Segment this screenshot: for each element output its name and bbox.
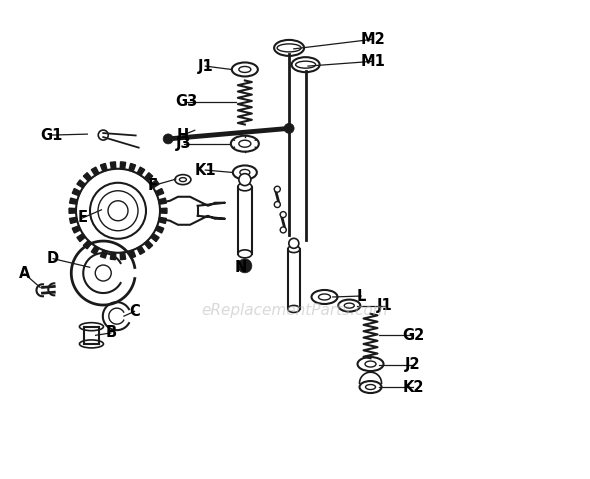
Text: F: F [148,178,157,194]
Polygon shape [159,217,166,223]
Polygon shape [91,167,99,175]
Text: A: A [19,266,31,282]
Text: D: D [47,251,59,266]
Circle shape [280,227,286,233]
Text: H: H [177,127,189,143]
Polygon shape [155,226,164,233]
Polygon shape [159,198,166,204]
Text: J2: J2 [405,357,421,373]
Circle shape [238,259,252,273]
Text: J1: J1 [198,58,213,74]
Text: G3: G3 [175,94,198,109]
Circle shape [163,134,173,144]
Text: G1: G1 [41,127,63,143]
Polygon shape [150,180,159,188]
Polygon shape [77,180,86,188]
Polygon shape [110,162,116,169]
Polygon shape [150,234,159,241]
Polygon shape [100,250,107,258]
Polygon shape [91,246,99,254]
Polygon shape [145,240,153,249]
Text: C: C [129,304,140,319]
Polygon shape [100,163,107,171]
Polygon shape [120,252,126,260]
Polygon shape [72,189,81,196]
Circle shape [274,186,280,192]
Text: N: N [235,260,247,275]
Text: L: L [356,288,366,304]
Polygon shape [137,167,145,175]
Polygon shape [160,208,167,213]
Polygon shape [77,234,86,241]
Polygon shape [70,217,77,223]
Text: M2: M2 [360,32,385,47]
Polygon shape [72,226,81,233]
Circle shape [274,202,280,207]
Text: J3: J3 [176,136,192,151]
Text: J1: J1 [377,298,392,313]
Text: eReplacementParts.com: eReplacementParts.com [202,303,388,318]
Text: B: B [106,325,116,341]
Text: E: E [78,210,87,226]
Circle shape [280,212,286,217]
Polygon shape [145,173,153,181]
Polygon shape [137,246,145,254]
Polygon shape [129,163,136,171]
Circle shape [239,173,251,186]
Polygon shape [83,240,91,249]
Text: K2: K2 [402,379,424,395]
Text: K1: K1 [195,162,216,178]
Polygon shape [69,208,76,213]
Text: M1: M1 [360,54,385,69]
Polygon shape [155,189,164,196]
Text: G2: G2 [402,328,424,343]
Polygon shape [120,162,126,169]
Polygon shape [110,252,116,260]
Polygon shape [83,173,91,181]
Polygon shape [70,198,77,204]
Circle shape [284,124,294,133]
Circle shape [289,239,299,248]
Polygon shape [129,250,136,258]
